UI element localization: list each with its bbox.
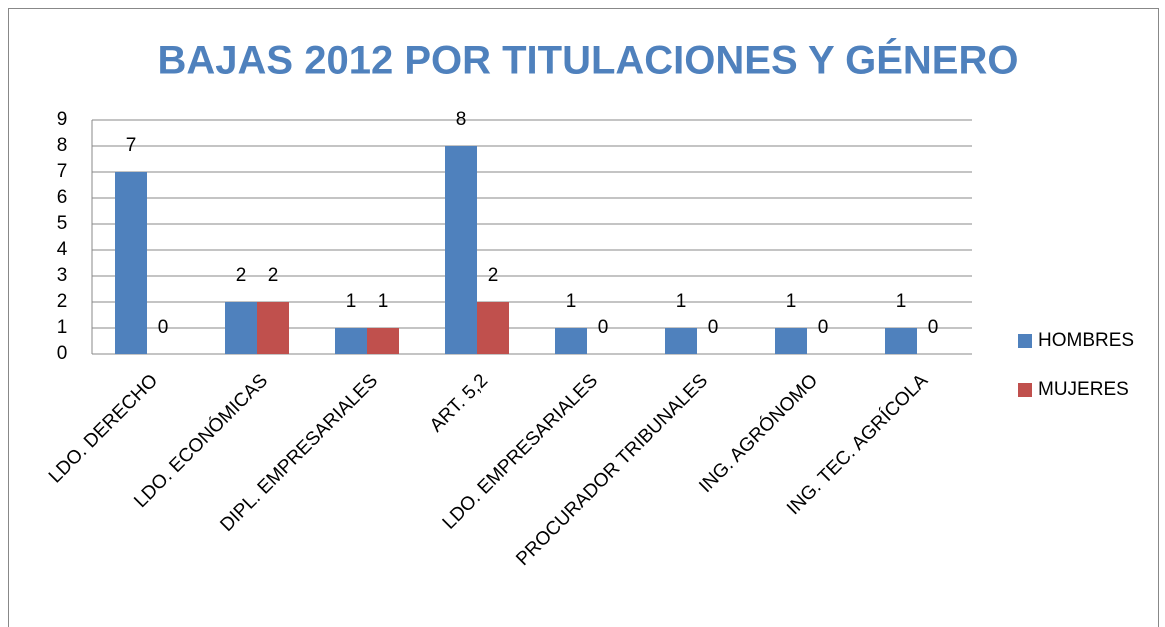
data-label: 7 [126,135,137,156]
bar [257,302,289,354]
data-label: 1 [378,291,389,312]
chart-border [8,8,1159,627]
data-label: 0 [158,317,169,338]
data-label: 8 [456,109,467,130]
data-label: 0 [598,317,609,338]
data-label: 1 [786,291,797,312]
bar [885,328,917,354]
legend-swatch [1018,334,1032,348]
y-tick-label: 0 [57,343,68,364]
y-tick-label: 5 [57,213,68,234]
data-label: 1 [346,291,357,312]
bar [445,146,477,354]
data-label: 0 [818,317,829,338]
data-label: 1 [676,291,687,312]
data-label: 2 [268,265,279,286]
y-tick-label: 7 [57,161,68,182]
chart-title: BAJAS 2012 POR TITULACIONES Y GÉNERO [158,38,1019,83]
legend-swatch [1018,383,1032,397]
bar [555,328,587,354]
bar [775,328,807,354]
legend-label: MUJERES [1038,379,1129,400]
bar [115,172,147,354]
data-label: 0 [928,317,939,338]
y-tick-label: 9 [57,109,68,130]
y-tick-label: 2 [57,291,68,312]
legend-label: HOMBRES [1038,330,1134,351]
bar [477,302,509,354]
data-label: 2 [236,265,247,286]
data-label: 1 [566,291,577,312]
data-label: 2 [488,265,499,286]
y-tick-label: 8 [57,135,68,156]
y-tick-label: 1 [57,317,68,338]
bar [335,328,367,354]
bar [367,328,399,354]
data-label: 1 [896,291,907,312]
y-tick-label: 6 [57,187,68,208]
y-tick-label: 4 [57,239,68,260]
y-tick-label: 3 [57,265,68,286]
bar [665,328,697,354]
bar [225,302,257,354]
data-label: 0 [708,317,719,338]
